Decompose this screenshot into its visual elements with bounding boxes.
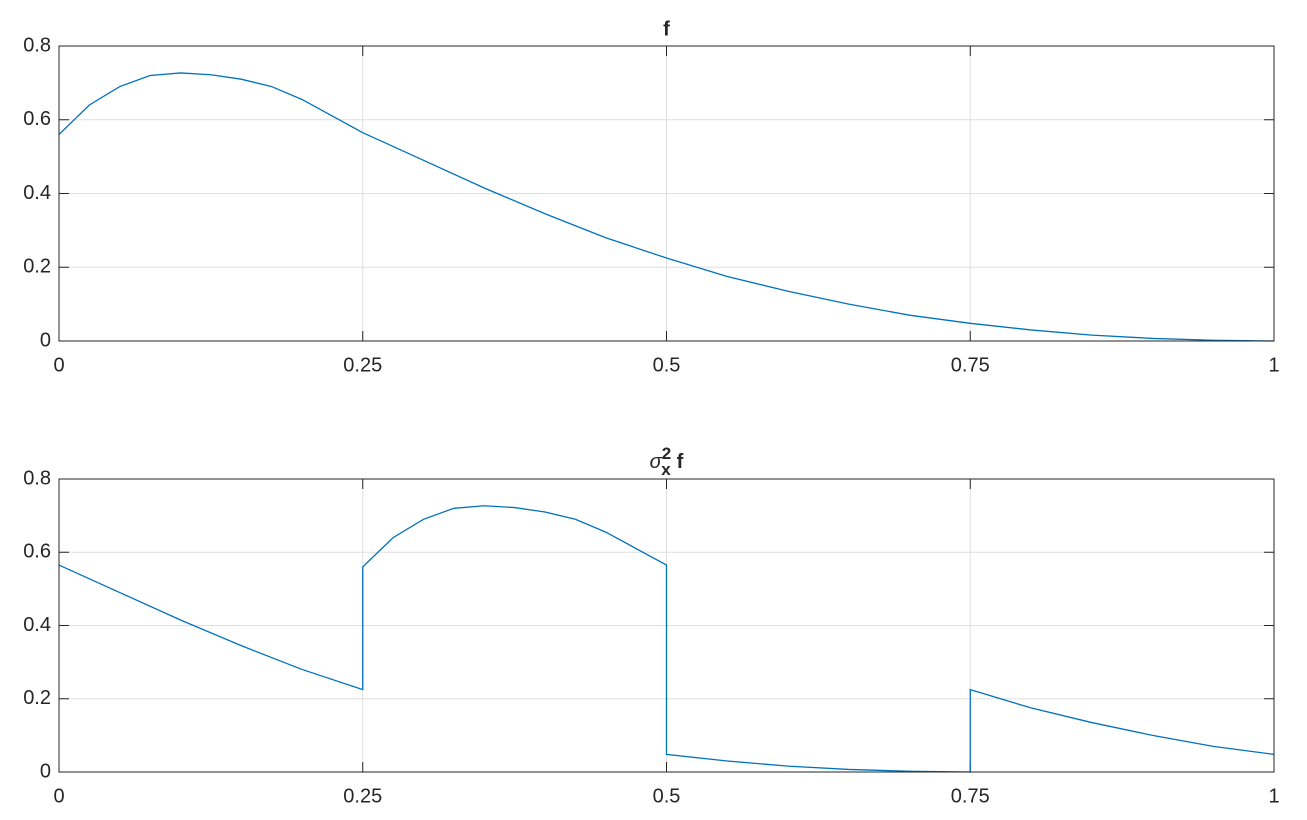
y-tick-label: 0.8 [23, 467, 51, 489]
y-tick-label: 0.8 [23, 34, 51, 56]
y-tick-label: 0.6 [23, 541, 51, 563]
y-tick-label: 0 [40, 760, 51, 782]
x-tick-label: 0.5 [653, 785, 681, 807]
axes-box [58, 478, 1275, 773]
chart-title: f [663, 18, 670, 40]
y-tick-label: 0.4 [23, 182, 51, 204]
x-tick-label: 0 [53, 785, 64, 807]
y-tick-label: 0.4 [23, 614, 51, 636]
x-tick-label: 1 [1268, 354, 1279, 376]
x-tick-label: 0.75 [951, 785, 990, 807]
x-tick-label: 0 [53, 354, 64, 376]
title-text: f [677, 451, 684, 473]
x-tick-label: 0.5 [653, 354, 681, 376]
x-tick-label: 0.25 [343, 785, 382, 807]
y-tick-label: 0.2 [23, 687, 51, 709]
y-tick-label: 0 [40, 329, 51, 351]
title-subscript: x [661, 460, 671, 479]
axes-box [58, 45, 1275, 342]
y-tick-label: 0.2 [23, 256, 51, 278]
x-tick-label: 0.75 [951, 354, 990, 376]
y-tick-label: 0.6 [23, 108, 51, 130]
chart-title: σ2 x f [650, 444, 684, 479]
data-line [58, 505, 1275, 773]
data-line [58, 72, 1275, 342]
x-tick-label: 1 [1268, 785, 1279, 807]
title-symbol: σ [650, 451, 663, 473]
title-superscript: 2 [662, 444, 671, 463]
x-tick-label: 0.25 [343, 354, 382, 376]
